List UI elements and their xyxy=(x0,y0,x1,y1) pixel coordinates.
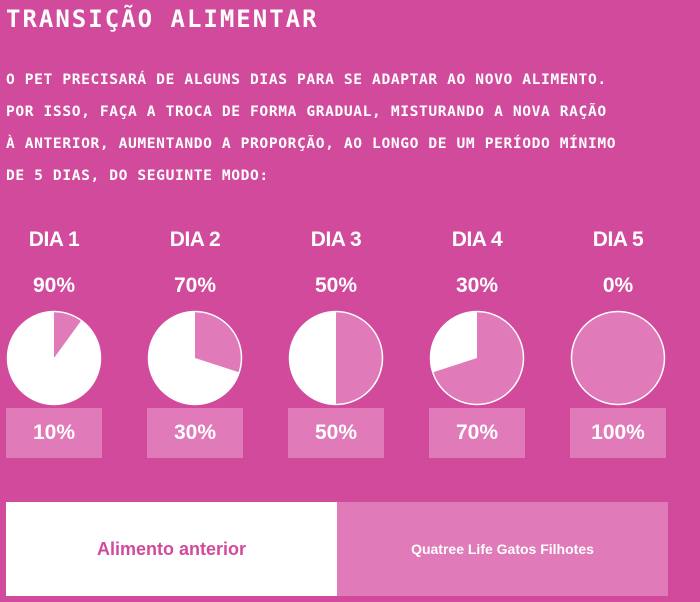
pie-old-food-slice xyxy=(148,311,240,405)
pie-old-food-slice xyxy=(430,311,477,373)
new-food-percent: 10% xyxy=(6,408,102,458)
day-label: DIA 3 xyxy=(310,228,362,251)
day-label: DIA 2 xyxy=(169,228,221,251)
description: O PET PRECISARÁ DE ALGUNS DIAS PARA SE A… xyxy=(6,64,700,192)
day-column-1: DIA 1 90% 10% xyxy=(6,222,102,458)
new-food-percent: 100% xyxy=(570,408,666,458)
old-food-percent: 50% xyxy=(314,274,358,297)
day-label: DIA 5 xyxy=(592,228,644,251)
pie-new-food-slice xyxy=(570,310,666,406)
proportion-pie xyxy=(6,310,102,406)
old-food-percent: 90% xyxy=(32,274,76,297)
old-food-percent: 0% xyxy=(602,274,634,297)
page-title: TRANSIÇÃO ALIMENTAR xyxy=(6,5,319,33)
proportion-pie xyxy=(147,310,243,406)
new-food-percent: 30% xyxy=(147,408,243,458)
new-food-percent: 70% xyxy=(429,408,525,458)
legend-old-food: Alimento anterior xyxy=(6,502,337,596)
day-column-5: DIA 5 0% 100% xyxy=(570,222,666,458)
old-food-percent: 70% xyxy=(173,274,217,297)
day-column-3: DIA 3 50% 50% xyxy=(288,222,384,458)
pie-old-food-slice xyxy=(289,311,336,405)
description-line: POR ISSO, FAÇA A TROCA DE FORMA GRADUAL,… xyxy=(6,103,607,120)
description-line: O PET PRECISARÁ DE ALGUNS DIAS PARA SE A… xyxy=(6,71,607,88)
proportion-pie xyxy=(288,310,384,406)
day-column-4: DIA 4 30% 70% xyxy=(429,222,525,458)
day-label: DIA 1 xyxy=(28,228,80,251)
day-column-2: DIA 2 70% 30% xyxy=(147,222,243,458)
old-food-percent: 30% xyxy=(455,274,499,297)
pie-old-food-slice xyxy=(7,311,101,405)
description-line: DE 5 DIAS, DO SEGUINTE MODO: xyxy=(6,167,269,184)
legend-new-food: Quatree Life Gatos Filhotes xyxy=(337,502,668,596)
description-line: À ANTERIOR, AUMENTANDO A PROPORÇÃO, AO L… xyxy=(6,135,617,152)
proportion-pie xyxy=(429,310,525,406)
new-food-percent: 50% xyxy=(288,408,384,458)
proportion-pie xyxy=(570,310,666,406)
legend: Alimento anterior Quatree Life Gatos Fil… xyxy=(6,502,668,596)
day-label: DIA 4 xyxy=(451,228,503,251)
